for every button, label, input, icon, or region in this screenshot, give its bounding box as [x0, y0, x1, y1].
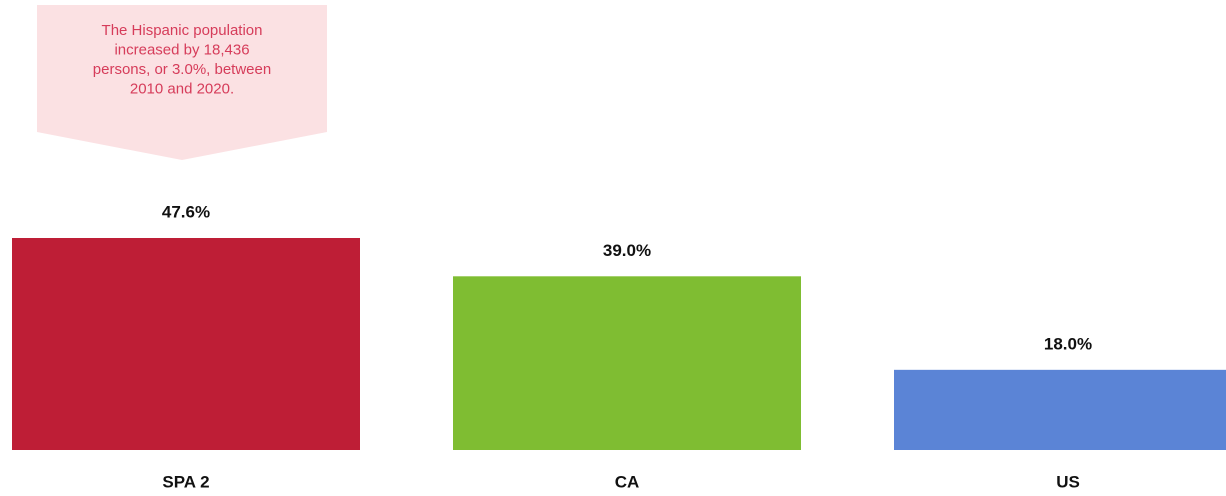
annotation-line: increased by 18,436 [114, 41, 249, 58]
x-tick-label: US [1056, 472, 1080, 491]
annotation-line: 2010 and 2020. [130, 80, 234, 97]
annotation-line: The Hispanic population [102, 22, 263, 39]
annotation-line: persons, or 3.0%, between [93, 61, 271, 78]
bar [453, 276, 801, 450]
x-tick-label: SPA 2 [162, 472, 209, 491]
value-label: 47.6% [162, 202, 210, 221]
value-label: 18.0% [1044, 334, 1092, 353]
bar [12, 238, 360, 450]
annotation-callout [37, 5, 327, 160]
x-tick-label: CA [615, 472, 640, 491]
value-label: 39.0% [603, 241, 651, 260]
bar [894, 369, 1226, 450]
